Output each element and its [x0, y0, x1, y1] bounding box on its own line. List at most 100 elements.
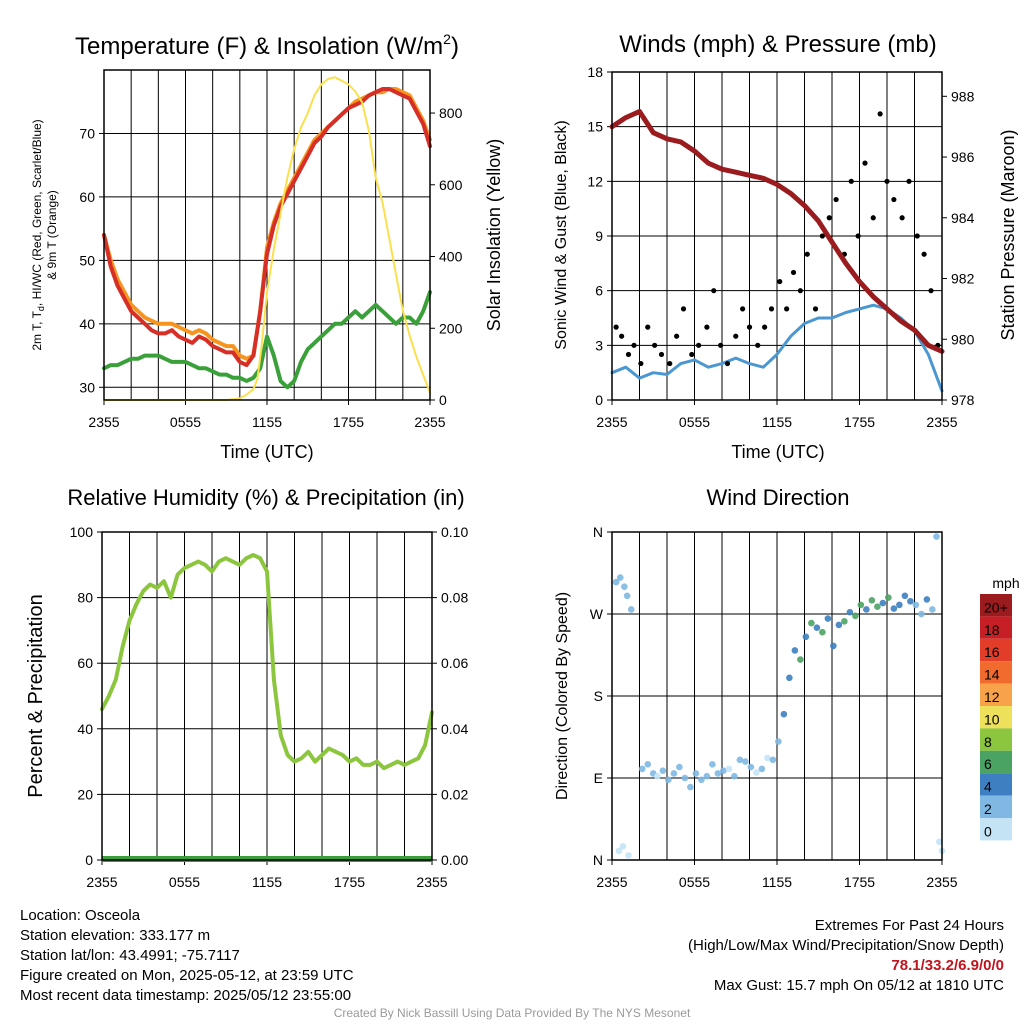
x-tick-label: 1755 — [844, 414, 875, 430]
x-tick-label: 1155 — [252, 874, 282, 890]
extremes-title: Extremes For Past 24 Hours — [814, 917, 1004, 934]
wind-gust-point — [755, 342, 761, 348]
temperature-panel-xlabel: Time (UTC) — [220, 442, 313, 462]
wind-gust-point — [870, 215, 876, 221]
x-tick-label: 2355 — [414, 414, 445, 430]
x-tick-label: 1155 — [252, 414, 282, 430]
y-tick-label: 9 — [595, 228, 603, 244]
winds-panel: Winds (mph) & Pressure (mb) Sonic Wind &… — [553, 31, 1018, 462]
wind-gust-point — [696, 342, 702, 348]
wind-direction-point — [863, 606, 870, 613]
legend-label: 0 — [984, 823, 992, 839]
wind-direction-point — [890, 605, 898, 612]
x-tick-label: 0555 — [679, 414, 710, 430]
wind-direction-point — [659, 767, 667, 775]
x-tick-label: 2355 — [596, 874, 627, 890]
extremes-values: 78.1/33.2/6.9/0/0 — [891, 957, 1004, 974]
wind-direction-point — [616, 574, 624, 581]
legend-label: 18 — [984, 622, 1000, 638]
wind-direction-point — [644, 761, 652, 768]
wind-direction-point — [615, 847, 623, 855]
legend-swatch — [980, 638, 1012, 662]
x-tick-label: 1155 — [762, 414, 792, 430]
x-tick-label: 0555 — [169, 874, 200, 890]
temperature-panel: Temperature (F) & Insolation (W/m2) 2m T… — [30, 31, 504, 462]
x-tick-label: 1755 — [334, 874, 365, 890]
wind-direction-point — [758, 765, 766, 773]
wind-direction-panel-title: Wind Direction — [706, 485, 849, 510]
y-tick-label: 60 — [77, 655, 93, 671]
wind-direction-point — [625, 852, 632, 859]
wind-direction-point — [786, 674, 793, 682]
y2-tick-label: 984 — [951, 210, 975, 226]
wind-gust-point — [819, 233, 825, 239]
plot-frame — [611, 71, 943, 401]
wind-direction-point — [638, 765, 646, 773]
wind-direction-point — [654, 772, 661, 780]
x-tick-label: 2355 — [926, 874, 957, 890]
figure-created: Figure created on Mon, 2025-05-12, at 23… — [20, 967, 354, 984]
station-pressure-line — [609, 109, 945, 354]
y2-tick-label: 0.08 — [441, 590, 468, 606]
y2-tick-label: 0.00 — [441, 852, 468, 868]
temperature-panel-ylabel-line1: 2m T, Td, HI/WC (Red, Green, Scarlet/Blu… — [30, 119, 46, 350]
legend-swatch — [980, 773, 1012, 796]
extremes-box: Extremes For Past 24 Hours (High/Low/Max… — [688, 916, 1004, 996]
plot-frame — [101, 531, 433, 861]
y-tick-label: 20 — [77, 786, 93, 802]
wind-gust-point — [855, 233, 861, 239]
wind-gust-point — [619, 333, 625, 339]
legend-swatch — [980, 616, 1012, 639]
y-tick-label: 30 — [79, 379, 95, 395]
y2-tick-label: 982 — [951, 271, 975, 287]
wind-direction-point — [687, 783, 694, 791]
wind-direction-point — [720, 767, 727, 775]
wind-gust-point — [762, 324, 768, 330]
y2-tick-label: 980 — [951, 331, 975, 347]
x-tick-label: 1755 — [333, 414, 364, 430]
wind-direction-point — [709, 761, 716, 768]
legend-label: 20+ — [984, 599, 1008, 615]
wind-direction-point — [769, 756, 777, 764]
x-tick-label: 1755 — [844, 874, 875, 890]
winds-panel-y2label: Station Pressure (Maroon) — [998, 129, 1018, 340]
dewpoint-line — [102, 290, 432, 390]
wind-gust-point — [833, 196, 839, 203]
y-tick-label: 70 — [79, 125, 95, 141]
station-location: Location: Osceola — [20, 907, 141, 924]
legend-swatch — [980, 661, 1012, 684]
x-tick-label: 2355 — [88, 414, 119, 430]
wind-gust-point — [613, 324, 619, 330]
y2-tick-label: 400 — [439, 249, 463, 265]
wind-gust-point — [625, 351, 632, 358]
wind-gust-point — [884, 178, 890, 184]
wind-gust-point — [746, 324, 753, 330]
wind-direction-point — [802, 633, 810, 641]
plot-frame — [611, 531, 943, 861]
y-tick-label: 100 — [70, 524, 94, 540]
wind-direction-point — [841, 617, 848, 625]
legend-swatch — [980, 818, 1012, 841]
humidity-panel: Relative Humidity (%) & Precipitation (i… — [25, 485, 468, 890]
wind-direction-point — [929, 606, 936, 613]
y2-tick-label: 0.04 — [441, 721, 468, 737]
wind-direction-point — [830, 642, 837, 650]
x-tick-label: 0555 — [679, 874, 710, 890]
temperature-panel-y2label: Solar Insolation (Yellow) — [484, 139, 504, 331]
y-tick-label: 60 — [79, 189, 95, 205]
wind-direction-point — [698, 776, 705, 784]
wind-direction-point — [692, 770, 700, 777]
station-latlon: Station lat/lon: 43.4991; -75.7117 — [20, 947, 240, 964]
wind-gust-point — [674, 333, 680, 339]
legend-swatch — [980, 683, 1012, 706]
wind-gust-point — [877, 111, 883, 117]
y-tick-label: 80 — [77, 590, 93, 606]
x-tick-label: 1155 — [762, 874, 792, 890]
wind-gust-point — [921, 251, 927, 257]
wind-gust-point — [638, 360, 644, 367]
wind-direction-point — [852, 612, 859, 620]
legend-label: 6 — [984, 756, 992, 772]
legend-swatch — [980, 706, 1012, 729]
legend-label: 8 — [984, 734, 992, 750]
